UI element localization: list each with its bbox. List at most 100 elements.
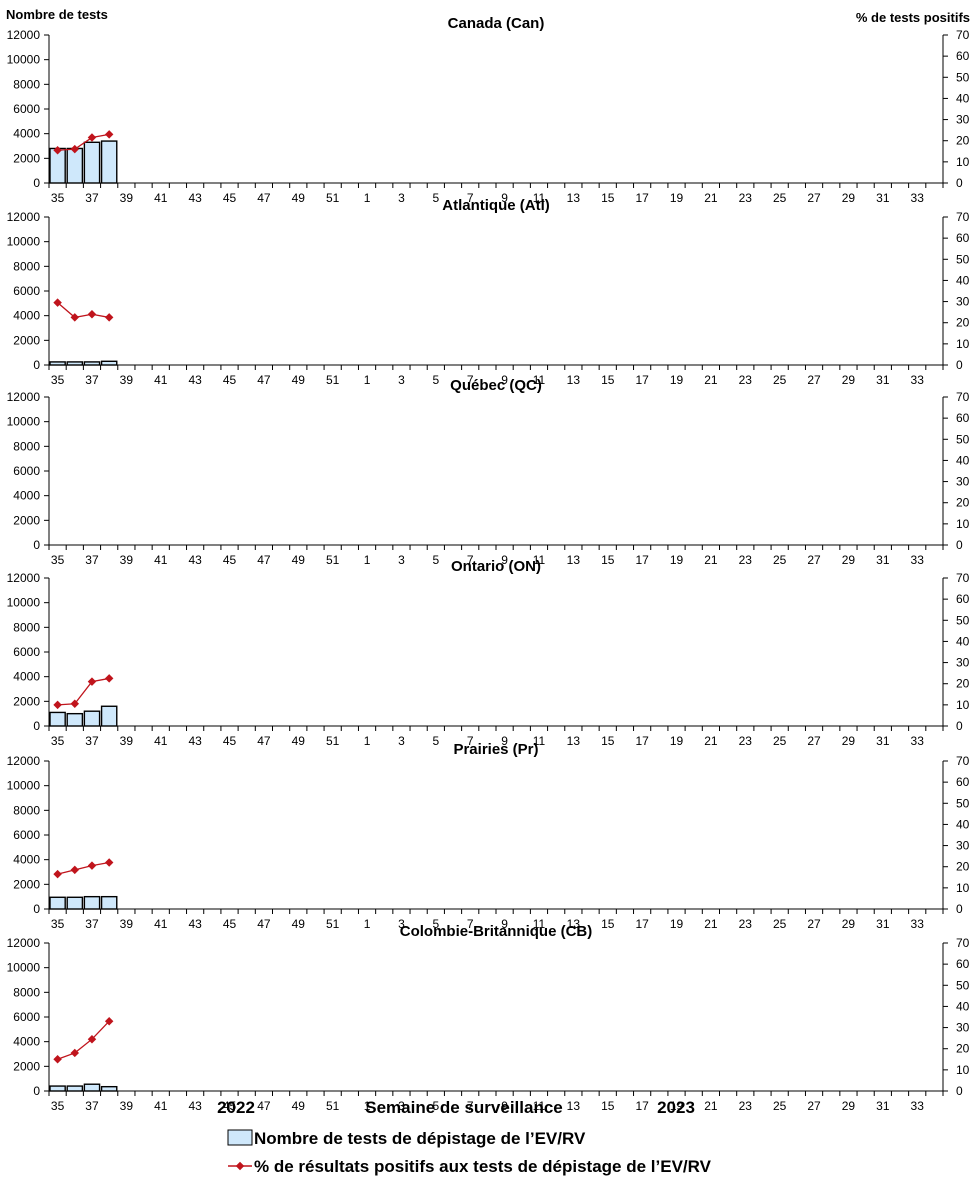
x-tick-label: 1 — [364, 191, 371, 205]
panel-title: Atlantique (Atl) — [442, 197, 549, 214]
positivity-line — [57, 133, 110, 151]
bar-mark — [49, 711, 66, 727]
bar-mark — [66, 712, 84, 727]
x-tick-label: 31 — [876, 191, 890, 205]
x-tick-label: 51 — [326, 1099, 340, 1113]
panel-title: Ontario (ON) — [451, 558, 541, 575]
right-tick-label: 60 — [956, 775, 970, 789]
bar-mark — [66, 1085, 84, 1092]
x-tick-label: 41 — [154, 1099, 168, 1113]
x-tick-label: 27 — [807, 373, 821, 387]
x-tick-label: 15 — [601, 553, 615, 567]
year-2023-label: 2023 — [657, 1098, 695, 1117]
positivity-point — [87, 861, 97, 870]
panel-title: Canada (Can) — [448, 15, 545, 32]
right-tick-label: 60 — [956, 957, 970, 971]
right-tick-label: 20 — [956, 496, 970, 510]
x-tick-label: 13 — [567, 917, 581, 931]
x-tick-label: 9 — [501, 1099, 508, 1113]
right-tick-label: 30 — [956, 656, 970, 670]
positivity-line — [57, 302, 110, 319]
x-tick-label: 17 — [635, 373, 649, 387]
positivity-point — [53, 145, 62, 155]
x-axis-title: Semaine de surveillance — [365, 1098, 563, 1117]
positivity-point — [70, 865, 80, 875]
right-tick-label: 0 — [956, 538, 963, 552]
panels: Canada (Can)0200040006000800010000120000… — [7, 15, 970, 1113]
positivity-point — [104, 313, 114, 322]
right-tick-label: 50 — [956, 70, 970, 84]
x-tick-label: 11 — [533, 191, 546, 205]
right-tick-label: 30 — [956, 113, 970, 127]
year-2022-label: 2022 — [217, 1098, 255, 1117]
left-tick-label: 8000 — [13, 259, 40, 273]
x-tick-label: 51 — [326, 553, 340, 567]
bar-mark — [83, 895, 101, 910]
x-tick-label: 51 — [326, 373, 340, 387]
left-tick-label: 6000 — [13, 645, 40, 659]
x-tick-label: 51 — [326, 734, 340, 748]
right-tick-label: 10 — [956, 337, 970, 351]
x-tick-label: 27 — [807, 191, 821, 205]
x-tick-label: 21 — [704, 734, 718, 748]
right-tick-label: 60 — [956, 231, 970, 245]
right-tick-label: 20 — [956, 1042, 970, 1056]
x-tick-label: 29 — [842, 373, 856, 387]
bar-mark — [66, 147, 84, 184]
x-tick-label: 37 — [85, 373, 99, 387]
x-tick-label: 31 — [876, 917, 890, 931]
x-tick-label: 5 — [432, 373, 439, 387]
x-tick-label: 35 — [51, 191, 65, 205]
right-tick-label: 50 — [956, 432, 970, 446]
x-tick-label: 33 — [911, 553, 925, 567]
left-tick-label: 12000 — [7, 754, 41, 768]
x-tick-label: 49 — [292, 734, 306, 748]
x-tick-label: 27 — [807, 734, 821, 748]
left-tick-label: 8000 — [13, 620, 40, 634]
bar-mark — [100, 1085, 118, 1092]
left-tick-label: 10000 — [7, 779, 41, 793]
x-tick-label: 1 — [364, 917, 371, 931]
panel-colombie-britannique: Colombie-Britannique (CB) 0 2000 4000 6000 80… — [7, 923, 970, 1113]
x-tick-label: 33 — [911, 191, 925, 205]
x-tick-label: 17 — [635, 917, 649, 931]
x-tick-label: 5 — [432, 191, 439, 205]
left-tick-label: 4000 — [13, 489, 40, 503]
x-tick-label: 35 — [51, 373, 65, 387]
left-tick-label: 4000 — [13, 1035, 40, 1049]
right-tick-label: 70 — [956, 28, 970, 42]
x-tick-label: 43 — [188, 917, 202, 931]
bar-mark — [100, 140, 118, 184]
panel-atlantique: Atlantique (Atl)020004000600080001000012… — [7, 197, 970, 387]
left-tick-label: 4000 — [13, 127, 40, 141]
x-tick-label: 47 — [257, 553, 271, 567]
positivity-point — [87, 133, 97, 142]
right-tick-label: 70 — [956, 390, 970, 404]
x-tick-label: 41 — [154, 191, 168, 205]
x-tick-label: 7 — [467, 734, 474, 748]
left-tick-label: 12000 — [7, 28, 41, 42]
positivity-point — [104, 130, 114, 139]
x-tick-label: 37 — [85, 1099, 99, 1113]
left-tick-label: 10000 — [7, 415, 41, 429]
x-tick-label: 29 — [842, 191, 856, 205]
right-axis-title: % de tests positifs — [856, 10, 970, 25]
x-tick-label: 25 — [773, 373, 787, 387]
positivity-line — [57, 1020, 110, 1060]
x-tick-label: 51 — [326, 191, 340, 205]
x-tick-label: 23 — [739, 1099, 753, 1113]
x-tick-label: 41 — [154, 553, 168, 567]
left-tick-label: 6000 — [13, 464, 40, 478]
x-tick-label: 39 — [120, 734, 134, 748]
x-tick-label: 11 — [533, 553, 546, 567]
x-tick-label: 49 — [292, 191, 306, 205]
x-tick-label: 47 — [257, 373, 271, 387]
x-tick-label: 39 — [120, 1099, 134, 1113]
left-tick-label: 0 — [33, 1084, 40, 1098]
x-tick-label: 9 — [501, 917, 508, 931]
right-tick-label: 10 — [956, 1063, 970, 1077]
legend-line-marker — [235, 1161, 245, 1171]
x-tick-label: 17 — [635, 553, 649, 567]
x-tick-label: 23 — [739, 373, 753, 387]
x-tick-label: 39 — [120, 553, 134, 567]
